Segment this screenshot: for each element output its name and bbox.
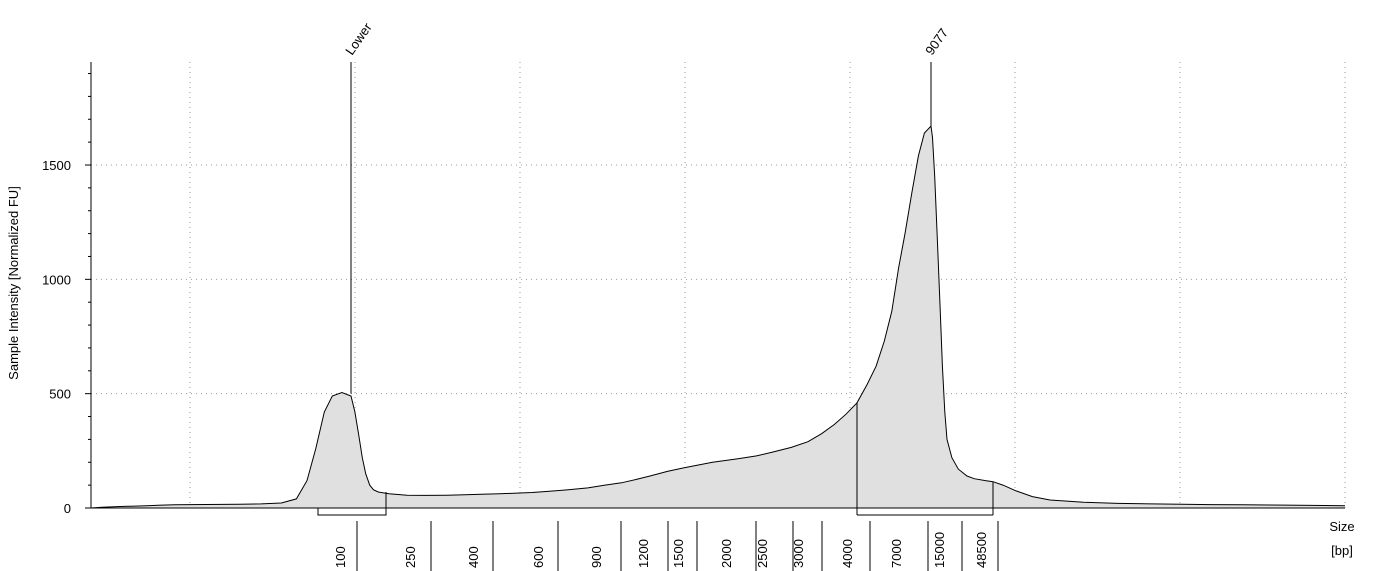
- x-tick-label: 1500: [671, 539, 686, 568]
- x-tick-label: 2000: [719, 539, 734, 568]
- x-tick-label: 3000: [791, 539, 806, 568]
- x-tick-label: 250: [403, 546, 418, 568]
- series-line: [90, 124, 1346, 509]
- data-area: [90, 124, 1346, 509]
- x-tick-label: 400: [466, 546, 481, 568]
- y-tick-labels: 0 500 1000 1500: [42, 158, 71, 516]
- y-tick-label: 1000: [42, 272, 71, 287]
- x-tick-label: 15000: [932, 532, 947, 568]
- x-tick-label: 600: [531, 546, 546, 568]
- x-tick-label: 2500: [755, 539, 770, 568]
- peak-markers: Lower 9077: [342, 20, 951, 394]
- x-axis-title-unit: [bp]: [1331, 543, 1353, 558]
- x-tick-label: 48500: [974, 532, 989, 568]
- x-tick-label: 1200: [636, 539, 651, 568]
- lower-marker-bracket: [317, 492, 387, 516]
- area-fill: [91, 126, 1345, 508]
- x-tick-label: 900: [589, 546, 604, 568]
- y-tick-label: 0: [64, 501, 71, 516]
- x-tick-label: 4000: [840, 539, 855, 568]
- peak-marker-label: Lower: [342, 20, 375, 58]
- y-tick-label: 1500: [42, 158, 71, 173]
- axes: [85, 62, 1345, 509]
- x-tick-label: 100: [333, 546, 348, 568]
- y-tick-label: 500: [49, 387, 71, 402]
- peak-marker-label: 9077: [922, 25, 951, 57]
- grid-lines: [91, 62, 1349, 508]
- x-tick-label: 7000: [889, 539, 904, 568]
- x-tick-labels: 100 250 400 600 900 1200 1500 2000 2500 3000 4000 7…: [333, 521, 999, 571]
- region-bracket: [317, 402, 994, 516]
- x-axis-title-size: Size: [1329, 519, 1354, 534]
- y-axis-title: Sample Intensity [Normalized FU]: [6, 186, 21, 380]
